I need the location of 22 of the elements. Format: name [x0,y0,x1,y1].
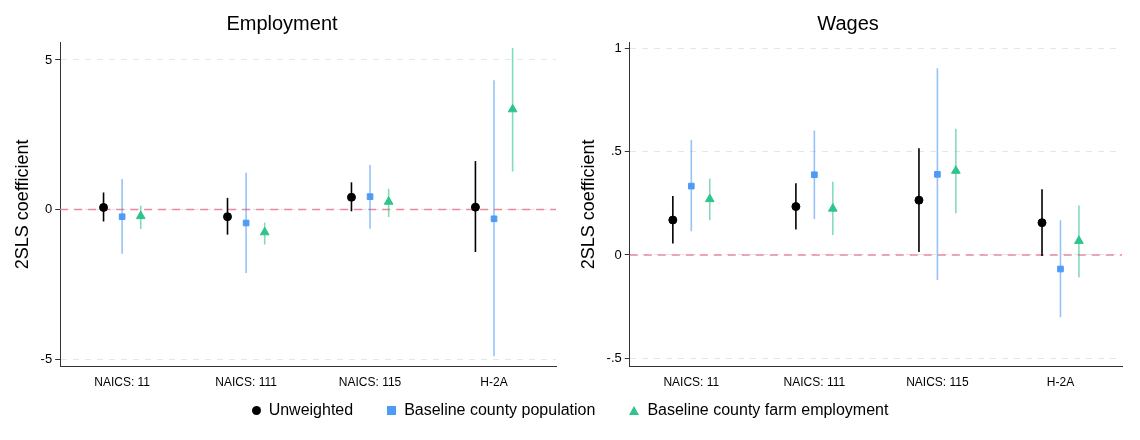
y-tick-label: 5 [44,51,53,67]
y-tick-label: 1 [614,39,622,55]
y-tick-label: -.5 [606,349,622,365]
chart-title: Wages [817,11,879,34]
x-tick-label: NAICS: 11 [94,375,151,390]
chart-title: Employment [226,11,339,34]
y-tick-label: 0 [44,201,53,217]
x-tick-label: H-2A [480,375,508,390]
legend-label: Unweighted [268,401,354,419]
y-tick-label: 0 [614,246,622,262]
legend-label: Baseline county population [404,401,596,419]
x-tick-label: NAICS: 111 [215,375,278,390]
x-tick-label: H-2A [1046,375,1075,390]
y-axis-title: 2SLS coefficient [577,139,598,270]
x-tick-label: NAICS: 115 [338,375,402,390]
y-axis-title: 2SLS coefficient [11,139,32,270]
x-tick-label: NAICS: 11 [663,375,720,390]
y-tick-label: .5 [610,143,622,159]
legend-label: Baseline county farm employment [647,401,889,419]
y-tick-label: -5 [40,350,53,366]
x-tick-label: NAICS: 111 [783,375,846,390]
x-tick-label: NAICS: 115 [906,375,969,390]
